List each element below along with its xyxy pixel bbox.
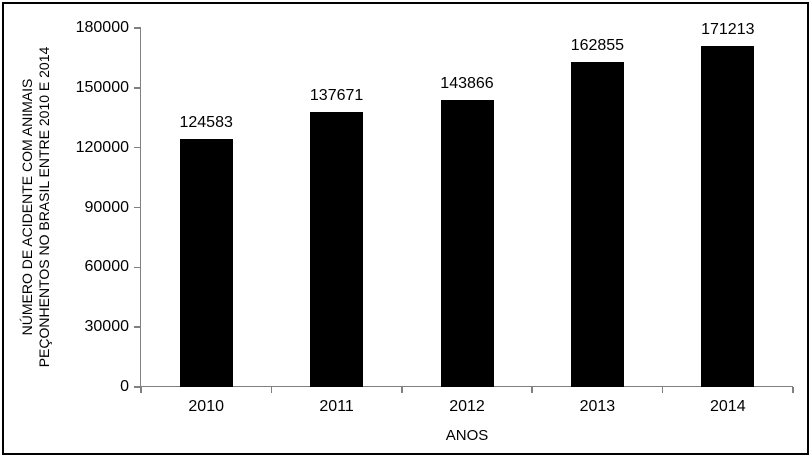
y-axis-tick-label: 180000 (75, 19, 129, 36)
bar-value-label: 137671 (309, 87, 364, 105)
x-axis-title: ANOS (445, 427, 489, 444)
x-axis-tick (531, 387, 533, 393)
y-axis-tick (134, 27, 141, 29)
y-axis-tick (134, 146, 141, 149)
x-axis-tick (140, 387, 142, 393)
y-axis-tick (134, 326, 141, 328)
bar (570, 62, 624, 387)
x-axis-tick-label: 2010 (188, 398, 224, 415)
y-axis-tick (134, 266, 141, 269)
y-axis-tick (134, 206, 141, 209)
y-axis-tick-label: 30000 (84, 318, 130, 336)
bar (440, 100, 494, 387)
y-axis-tick-label: 0 (120, 378, 129, 395)
x-axis-tick (792, 387, 794, 393)
bar (310, 112, 364, 387)
bar-value-label: 124583 (179, 113, 233, 131)
bar-value-label: 171213 (701, 20, 755, 38)
x-axis-tick-label: 2014 (710, 398, 746, 415)
y-axis-tick (134, 386, 141, 388)
x-axis-tick (401, 387, 403, 393)
bar (701, 45, 755, 387)
y-axis-tick-label: 60000 (84, 258, 130, 276)
x-axis-tick-label: 2012 (449, 398, 485, 415)
y-axis-tick (134, 87, 141, 89)
bar (179, 138, 233, 387)
y-axis-tick-label: 90000 (84, 198, 130, 216)
x-axis-tick-label: 2013 (579, 398, 616, 415)
bar-value-label: 143866 (440, 75, 494, 93)
x-axis-tick (270, 387, 273, 393)
y-axis-tick-label: 150000 (75, 78, 129, 96)
bar-value-label: 162855 (570, 37, 625, 55)
x-axis-tick (661, 387, 664, 393)
x-axis-tick-label: 2011 (319, 398, 354, 415)
y-axis-tick-label: 120000 (75, 138, 129, 156)
